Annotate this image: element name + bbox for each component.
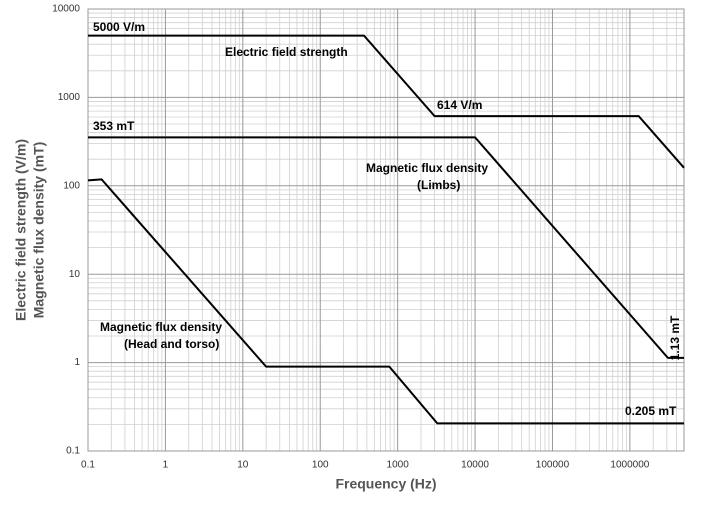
- y-tick-label: 1000: [58, 92, 81, 103]
- annotation: 0.205 mT: [625, 404, 677, 418]
- x-axis-label: Frequency (Hz): [335, 476, 436, 492]
- y-tick-label: 10: [69, 269, 81, 280]
- x-tick-label: 10000: [461, 460, 489, 471]
- annotation: 5000 V/m: [93, 20, 145, 34]
- annotation: 614 V/m: [437, 98, 482, 112]
- y-tick-label: 10000: [52, 4, 80, 15]
- x-tick-label: 1: [163, 460, 169, 471]
- x-tick-label: 1000: [387, 460, 410, 471]
- annotation: Electric field strength: [225, 45, 348, 59]
- y-tick-label: 1: [74, 357, 80, 368]
- y-tick-label: 0.1: [66, 446, 80, 457]
- x-tick-label: 0.1: [81, 460, 95, 471]
- x-tick-label: 100000: [536, 460, 570, 471]
- series-line: [87, 178, 684, 425]
- annotation: Magnetic flux density: [100, 320, 222, 334]
- x-tick-label: 100: [312, 460, 329, 471]
- y-axis-label: Magnetic flux density (mT): [31, 142, 47, 319]
- series-line: [88, 34, 685, 169]
- y-tick-label: 100: [63, 180, 80, 191]
- y-axis-label: Electric field strength (V/m): [13, 139, 29, 321]
- x-tick-label: 10: [237, 460, 249, 471]
- annotation: (Head and torso): [124, 337, 219, 351]
- annotation: 353 mT: [93, 119, 135, 133]
- annotation: (Limbs): [417, 178, 460, 192]
- annotation: 1.13 mT: [668, 315, 682, 360]
- plot-frame: [87, 8, 685, 452]
- x-tick-label: 1000000: [610, 460, 649, 471]
- annotation: Magnetic flux density: [366, 161, 488, 175]
- series-line: [88, 136, 684, 359]
